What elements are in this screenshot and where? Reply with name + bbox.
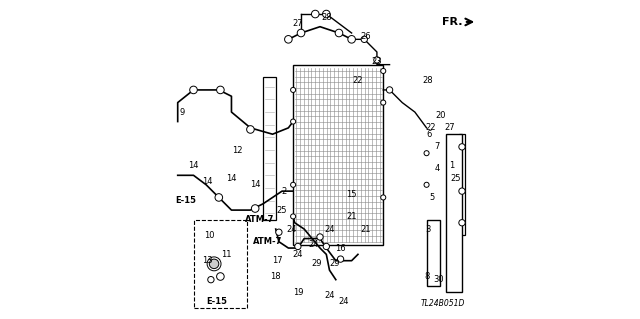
Text: 16: 16 — [335, 243, 346, 253]
Text: 15: 15 — [346, 190, 357, 199]
Text: 24: 24 — [308, 241, 319, 249]
Text: ATM-7: ATM-7 — [253, 237, 282, 246]
Text: 9: 9 — [180, 108, 185, 116]
Text: E-15: E-15 — [207, 297, 228, 306]
Circle shape — [294, 243, 301, 250]
Text: 24: 24 — [286, 225, 297, 234]
Circle shape — [337, 256, 344, 262]
Text: 21: 21 — [360, 225, 371, 234]
Text: 14: 14 — [226, 174, 237, 183]
Text: 14: 14 — [188, 161, 199, 170]
Text: 24: 24 — [324, 225, 335, 234]
Text: 27: 27 — [444, 123, 455, 132]
Text: 29: 29 — [329, 259, 339, 268]
Text: 28: 28 — [321, 13, 332, 22]
Circle shape — [459, 219, 465, 226]
Text: 29: 29 — [312, 259, 322, 268]
Text: 4: 4 — [435, 165, 440, 174]
Text: 26: 26 — [360, 32, 371, 41]
Text: 27: 27 — [292, 19, 303, 28]
Circle shape — [285, 35, 292, 43]
Circle shape — [207, 257, 221, 271]
Text: 17: 17 — [272, 256, 283, 265]
Text: 7: 7 — [435, 142, 440, 151]
Text: 30: 30 — [433, 275, 444, 284]
Bar — [427, 219, 440, 286]
Circle shape — [459, 144, 465, 150]
Text: 18: 18 — [271, 272, 281, 281]
Bar — [446, 134, 462, 292]
Text: 25: 25 — [451, 174, 461, 183]
Circle shape — [216, 86, 224, 94]
Circle shape — [323, 243, 330, 250]
Bar — [293, 65, 383, 245]
Text: 14: 14 — [202, 177, 213, 186]
Circle shape — [381, 100, 386, 105]
Text: 11: 11 — [221, 250, 232, 259]
Text: 28: 28 — [422, 76, 433, 85]
Text: 3: 3 — [425, 225, 430, 234]
Text: 6: 6 — [426, 130, 432, 139]
Circle shape — [348, 35, 355, 43]
Text: 1: 1 — [449, 161, 454, 170]
Circle shape — [291, 87, 296, 93]
Circle shape — [246, 126, 254, 133]
Text: 22: 22 — [426, 123, 436, 132]
Text: 10: 10 — [204, 231, 214, 240]
Circle shape — [361, 36, 367, 42]
Circle shape — [459, 188, 465, 194]
Text: 25: 25 — [277, 206, 287, 215]
Text: E-15: E-15 — [175, 196, 196, 205]
Circle shape — [381, 69, 386, 73]
Bar — [263, 77, 276, 219]
Circle shape — [209, 259, 219, 269]
Text: 24: 24 — [339, 297, 349, 306]
Circle shape — [424, 151, 429, 156]
Circle shape — [323, 10, 330, 18]
Circle shape — [208, 277, 214, 283]
Circle shape — [291, 182, 296, 187]
Text: FR.: FR. — [442, 17, 462, 27]
Bar — [193, 219, 247, 308]
Circle shape — [317, 234, 323, 240]
Circle shape — [424, 182, 429, 187]
Circle shape — [297, 29, 305, 37]
Circle shape — [335, 29, 343, 37]
Text: ATM-7: ATM-7 — [245, 215, 275, 224]
Circle shape — [374, 57, 380, 63]
Circle shape — [312, 10, 319, 18]
Circle shape — [216, 273, 224, 280]
Text: 8: 8 — [425, 272, 430, 281]
Text: 2: 2 — [281, 187, 286, 196]
Circle shape — [387, 87, 393, 93]
Text: 14: 14 — [250, 180, 260, 189]
Text: 5: 5 — [429, 193, 435, 202]
Text: 19: 19 — [292, 288, 303, 297]
Circle shape — [252, 205, 259, 212]
Circle shape — [291, 119, 296, 124]
Text: 22: 22 — [353, 76, 363, 85]
Text: 12: 12 — [232, 145, 243, 154]
Text: 24: 24 — [292, 250, 303, 259]
Text: 20: 20 — [435, 111, 445, 120]
Text: 21: 21 — [346, 212, 357, 221]
Text: TL24B051D: TL24B051D — [421, 299, 465, 308]
Circle shape — [189, 86, 197, 94]
Text: 24: 24 — [324, 291, 335, 300]
Text: 23: 23 — [372, 57, 382, 66]
Text: 13: 13 — [202, 256, 213, 265]
Circle shape — [291, 214, 296, 219]
Circle shape — [215, 194, 223, 201]
Circle shape — [276, 229, 282, 235]
Circle shape — [381, 195, 386, 200]
Bar — [458, 134, 465, 235]
